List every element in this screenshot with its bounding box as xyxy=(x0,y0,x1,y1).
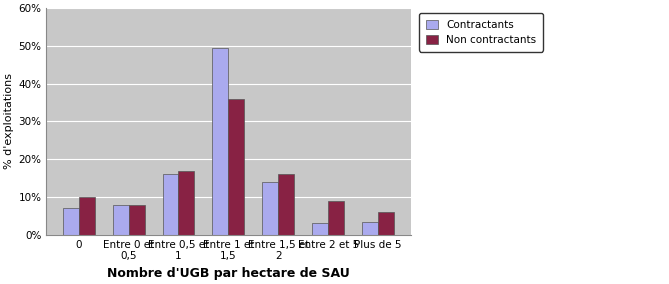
Bar xyxy=(378,212,394,235)
Bar xyxy=(362,222,378,235)
Bar xyxy=(63,208,79,235)
Bar xyxy=(163,174,179,235)
Legend: Contractants, Non contractants: Contractants, Non contractants xyxy=(419,13,543,51)
Bar xyxy=(228,99,244,235)
X-axis label: Nombre d'UGB par hectare de SAU: Nombre d'UGB par hectare de SAU xyxy=(107,267,350,280)
Y-axis label: % d'exploitations: % d'exploitations xyxy=(4,74,14,170)
Bar xyxy=(213,48,228,235)
Bar xyxy=(278,174,294,235)
Bar xyxy=(128,204,145,235)
Bar xyxy=(328,201,344,235)
Bar xyxy=(312,224,328,235)
Bar xyxy=(262,182,278,235)
Bar xyxy=(179,171,195,235)
Bar xyxy=(79,197,95,235)
Bar xyxy=(112,204,128,235)
